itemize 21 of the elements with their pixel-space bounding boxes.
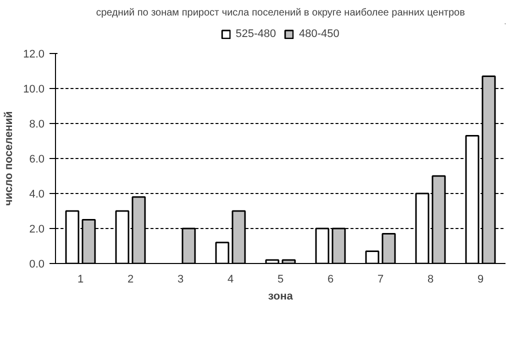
y-tick-label: 6.0	[29, 154, 45, 166]
x-tick-label: 6	[327, 274, 334, 286]
y-tick-label: 8.0	[29, 118, 45, 130]
x-tick-label: 1	[77, 274, 84, 286]
y-tick-label: 2.0	[29, 224, 45, 236]
x-tick-label: 3	[177, 274, 184, 286]
y-tick-label: 10.0	[23, 84, 45, 96]
y-tick-label: 0.0	[29, 258, 45, 270]
y-tick-label: 4.0	[29, 188, 45, 200]
x-tick-label: 2	[127, 274, 134, 286]
x-tick-label: 7	[377, 274, 384, 286]
x-tick-label: 9	[477, 274, 484, 286]
chart-title: средний по зонам прирост числа поселений в округе наиболее ранних центров	[96, 8, 465, 18]
x-tick-label: 8	[427, 274, 434, 286]
y-axis-title: число поселений	[3, 111, 16, 206]
x-axis-title: зона	[268, 290, 294, 302]
x-tick-label: 5	[277, 274, 284, 286]
y-tick-label: 12.0	[23, 48, 45, 60]
legend-label: 480-450	[299, 28, 340, 40]
x-tick-label: 4	[227, 274, 234, 286]
legend-label: 525-480	[236, 28, 276, 40]
